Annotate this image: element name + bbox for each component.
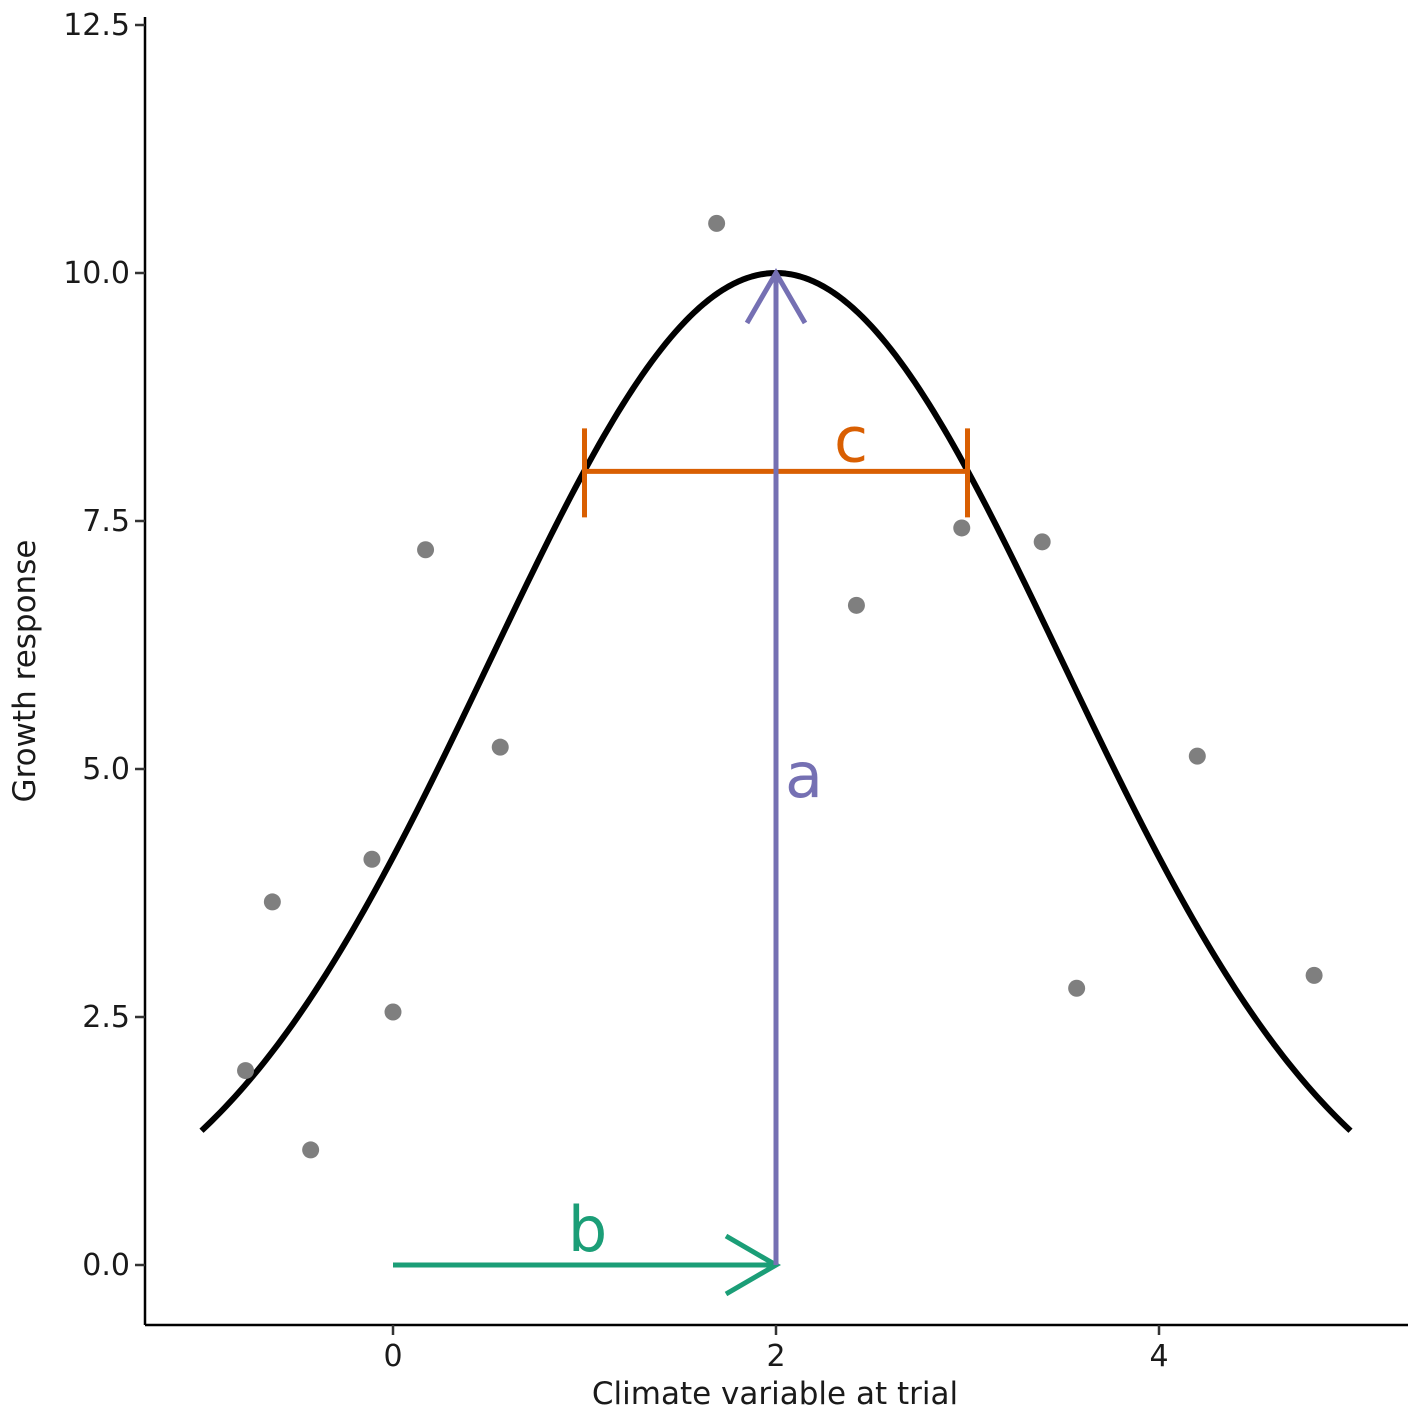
y-tick-label: 10.0 bbox=[63, 256, 130, 291]
data-point bbox=[384, 1003, 402, 1021]
x-tick-label: 0 bbox=[383, 1339, 402, 1374]
annotations-layer: c b a bbox=[393, 268, 970, 1297]
y-tick-label: 2.5 bbox=[82, 1000, 130, 1035]
data-point bbox=[708, 214, 726, 232]
data-point bbox=[1068, 979, 1086, 997]
data-point bbox=[417, 541, 435, 559]
y-tick-label: 0.0 bbox=[82, 1248, 130, 1283]
data-point bbox=[953, 519, 971, 537]
data-point bbox=[847, 596, 865, 614]
data-point bbox=[1188, 747, 1206, 765]
points-layer bbox=[237, 214, 1323, 1159]
y-tick-label: 5.0 bbox=[82, 752, 130, 787]
arrow-a-head bbox=[744, 268, 808, 325]
data-point bbox=[237, 1062, 255, 1080]
label-a: a bbox=[785, 739, 823, 812]
y-tick-label: 12.5 bbox=[63, 8, 130, 43]
x-tick-label: 4 bbox=[1149, 1339, 1168, 1374]
data-point bbox=[302, 1141, 320, 1159]
label-c: c bbox=[834, 403, 868, 476]
y-axis-title: Growth response bbox=[7, 540, 43, 803]
data-point bbox=[263, 893, 281, 911]
x-tick-label: 2 bbox=[766, 1339, 785, 1374]
label-b: b bbox=[568, 1193, 607, 1266]
axes: 0 2 4 0.0 2.5 5.0 7.5 10.0 12.5 bbox=[63, 8, 1408, 1374]
data-point bbox=[1305, 966, 1323, 984]
data-point bbox=[1033, 533, 1051, 551]
data-point bbox=[363, 850, 381, 868]
x-axis-title: Climate variable at trial bbox=[592, 1376, 958, 1412]
data-point bbox=[491, 738, 509, 756]
y-tick-label: 7.5 bbox=[82, 504, 130, 539]
